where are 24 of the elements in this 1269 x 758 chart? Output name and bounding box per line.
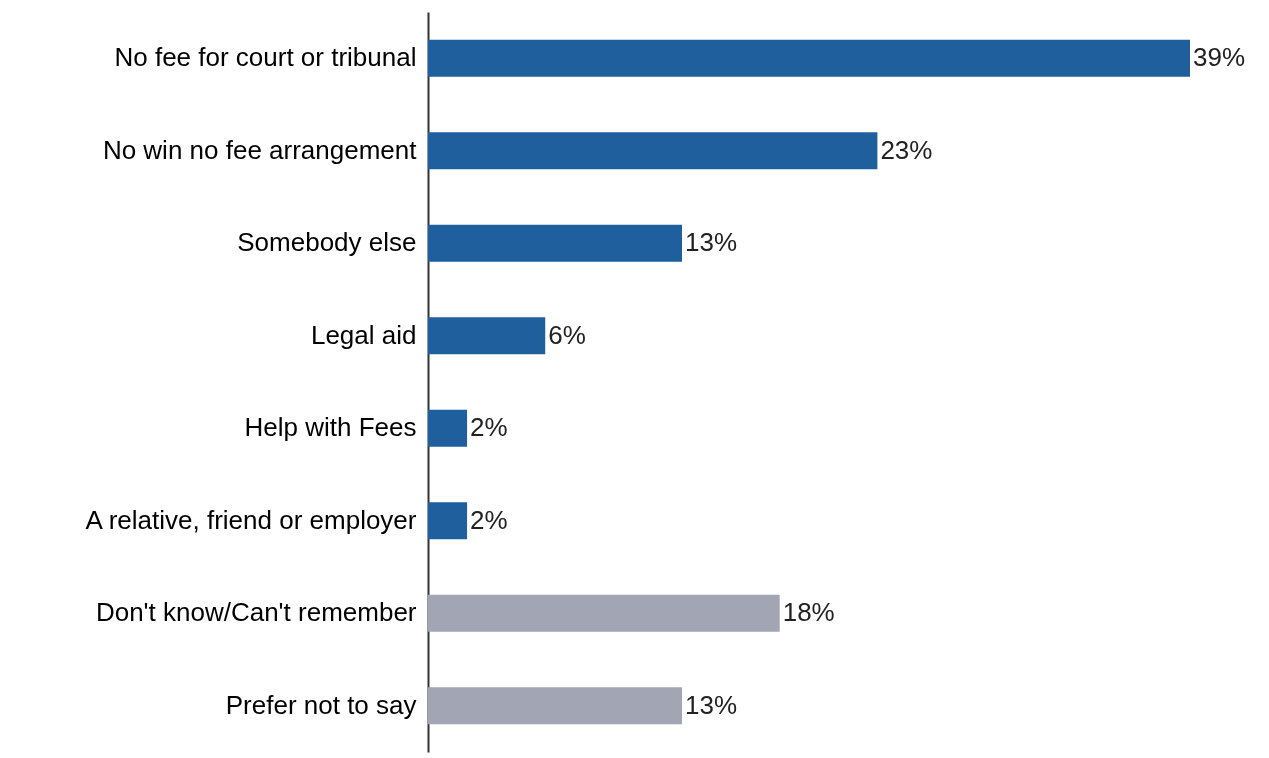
bar <box>428 132 878 170</box>
bar <box>428 224 682 262</box>
y-tick-label: Help with Fees <box>244 412 417 443</box>
data-label: 2% <box>470 412 508 443</box>
data-label: 18% <box>782 597 835 628</box>
y-tick-label: Legal aid <box>310 319 417 350</box>
bar <box>428 317 546 355</box>
bar <box>428 687 682 725</box>
data-label: 2% <box>470 504 508 535</box>
bar <box>428 39 1190 77</box>
bar <box>428 594 780 632</box>
data-label: 39% <box>1193 42 1246 73</box>
y-tick-label: A relative, friend or employer <box>85 504 417 535</box>
bar <box>428 502 468 540</box>
y-tick-label: Don't know/Can't remember <box>95 597 417 628</box>
y-tick-label: Somebody else <box>237 227 417 258</box>
data-label: 23% <box>880 134 933 165</box>
bar <box>428 409 468 447</box>
y-tick-label: Prefer not to say <box>225 689 417 720</box>
data-label: 13% <box>685 227 738 258</box>
y-tick-label: No fee for court or tribunal <box>114 42 417 73</box>
y-tick-label: No win no fee arrangement <box>102 134 418 165</box>
data-label: 6% <box>548 319 586 350</box>
data-label: 13% <box>685 689 738 720</box>
